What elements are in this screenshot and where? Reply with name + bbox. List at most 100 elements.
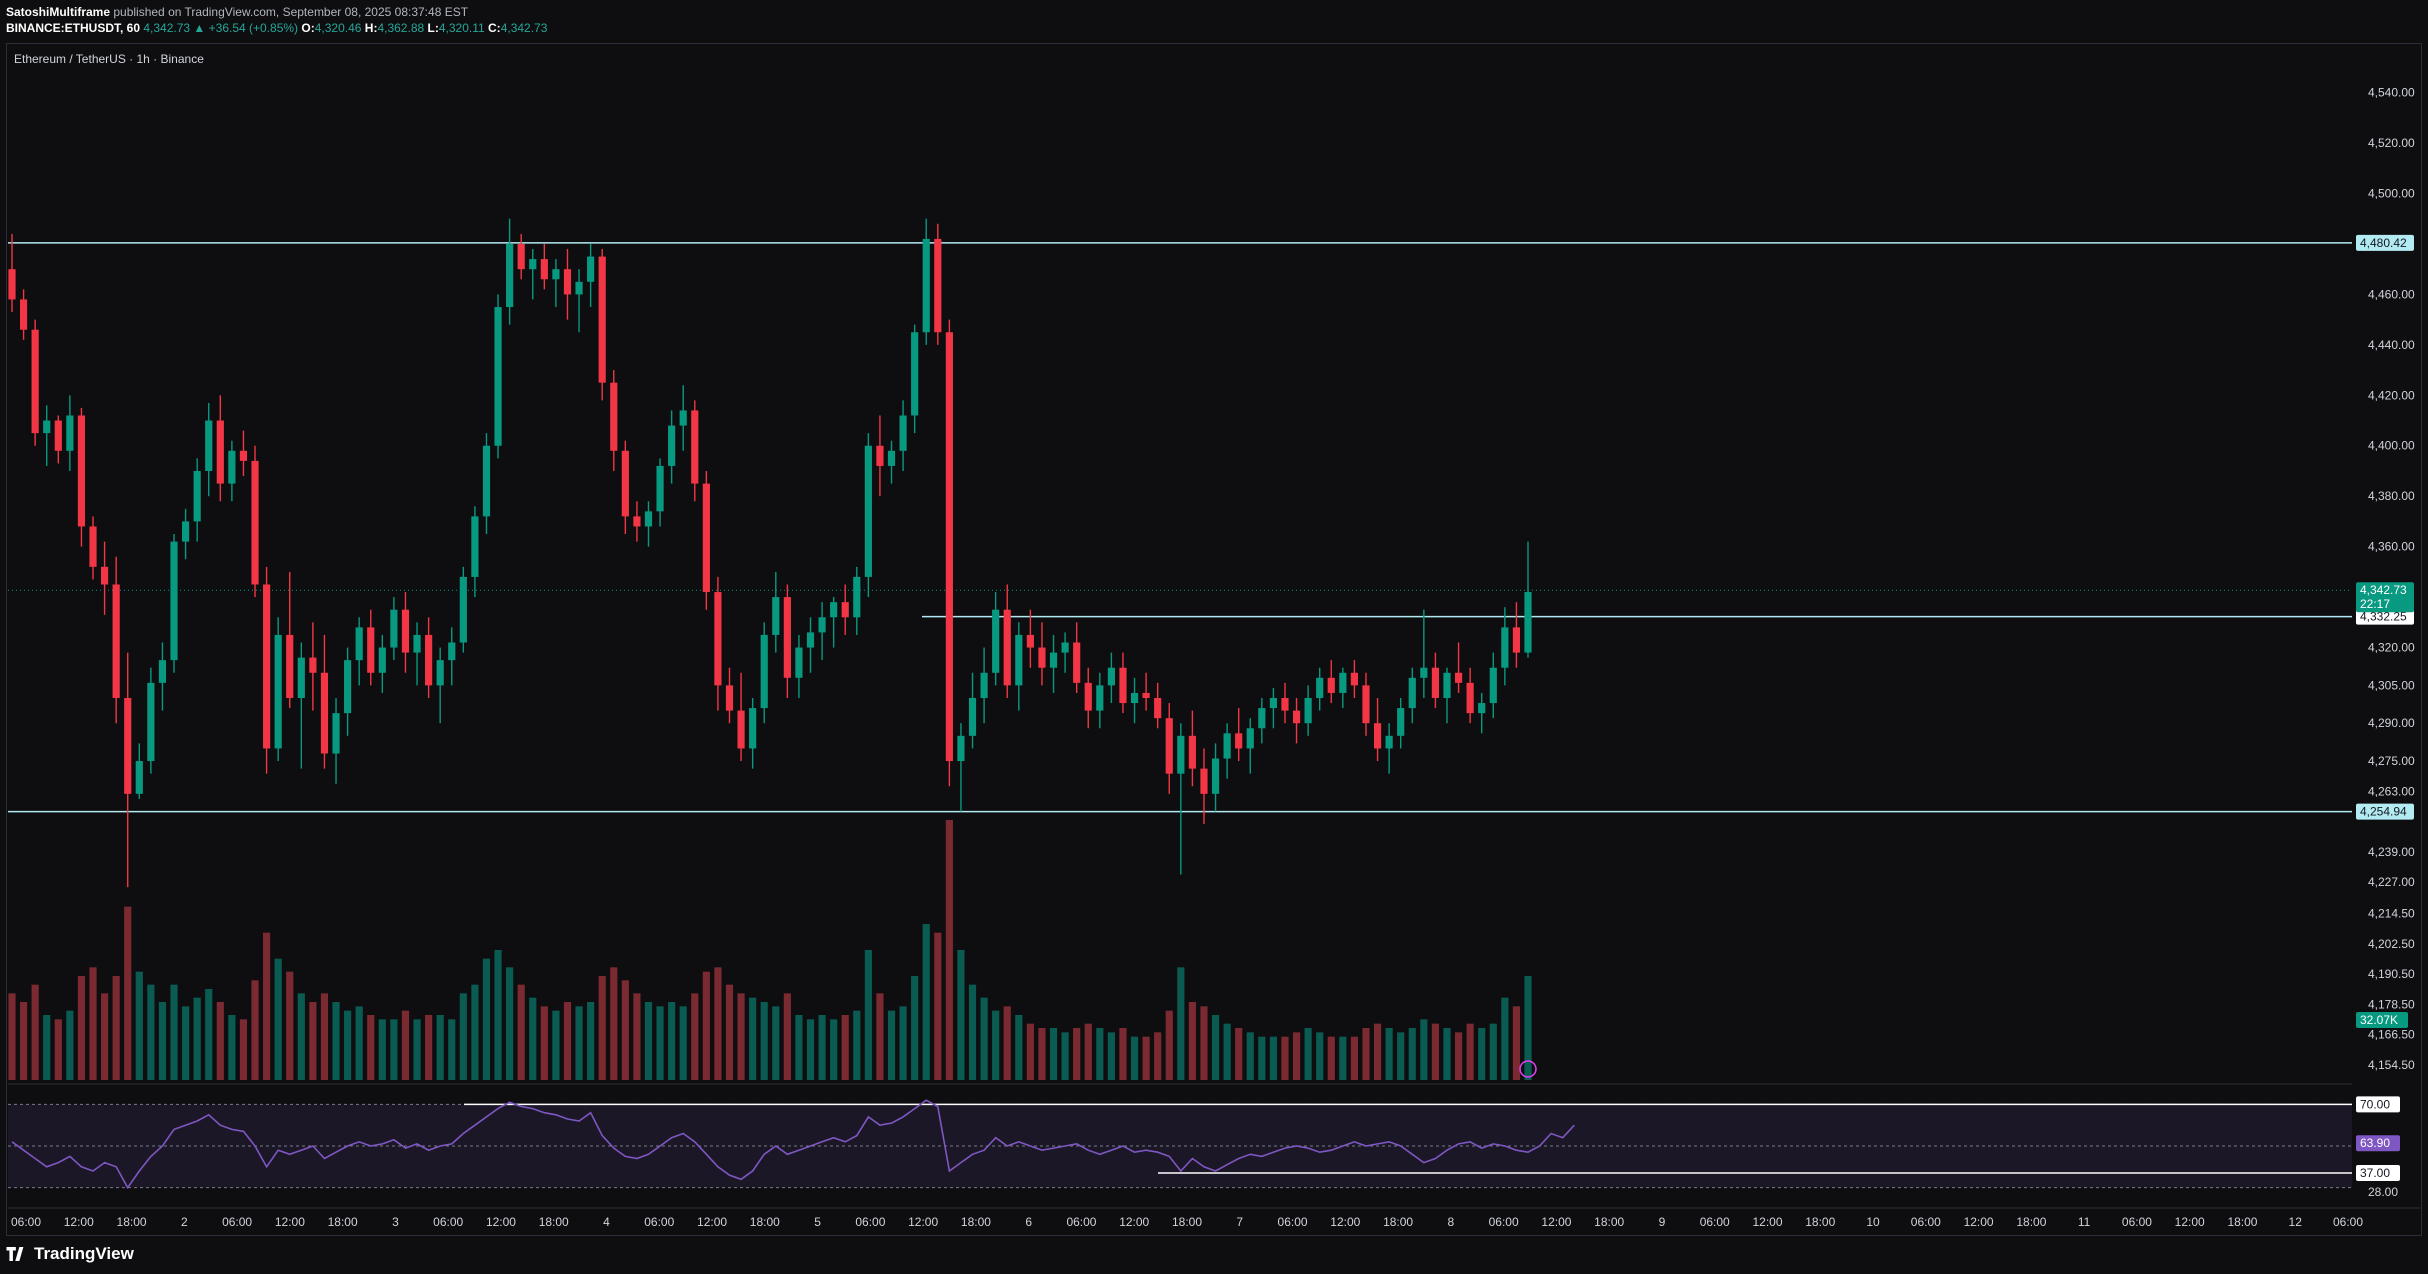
candle-body[interactable] <box>610 382 618 451</box>
candle-body[interactable] <box>309 657 317 673</box>
candle-body[interactable] <box>182 521 190 542</box>
candle-body[interactable] <box>1478 703 1486 714</box>
candle-body[interactable] <box>1431 667 1440 698</box>
candle-body[interactable] <box>124 697 132 794</box>
candle-body[interactable] <box>1119 667 1127 704</box>
candle-body[interactable] <box>911 332 919 416</box>
candle-body[interactable] <box>679 410 687 426</box>
candle-body[interactable] <box>864 445 872 577</box>
candle-body[interactable] <box>841 602 849 618</box>
candle-body[interactable] <box>934 238 942 333</box>
candle-body[interactable] <box>899 415 907 451</box>
candle-body[interactable] <box>806 632 815 648</box>
candle-body[interactable] <box>158 660 167 683</box>
candle-body[interactable] <box>783 597 791 678</box>
candle-body[interactable] <box>66 415 74 451</box>
candle-body[interactable] <box>1026 634 1034 648</box>
candle-body[interactable] <box>922 238 930 333</box>
candle-body[interactable] <box>540 259 548 280</box>
candle-body[interactable] <box>263 584 271 749</box>
candle-body[interactable] <box>320 672 329 754</box>
candle-body[interactable] <box>100 566 109 585</box>
candle-body[interactable] <box>1443 672 1451 698</box>
candle-body[interactable] <box>31 329 39 434</box>
candle-body[interactable] <box>494 307 502 446</box>
candle-body[interactable] <box>749 708 757 749</box>
candle-body[interactable] <box>355 627 363 661</box>
candle-body[interactable] <box>170 541 178 661</box>
candle-body[interactable] <box>1373 723 1382 749</box>
candle-body[interactable] <box>297 657 305 698</box>
candle-body[interactable] <box>147 682 155 762</box>
candle-body[interactable] <box>598 256 606 383</box>
chart-frame[interactable] <box>6 43 2422 1236</box>
candle-body[interactable] <box>575 281 583 295</box>
candle-body[interactable] <box>1397 708 1405 736</box>
candle-body[interactable] <box>980 672 988 698</box>
candle-body[interactable] <box>656 465 664 512</box>
candle-body[interactable] <box>737 710 745 749</box>
candle-body[interactable] <box>633 516 641 527</box>
candle-body[interactable] <box>1073 642 1081 683</box>
candle-body[interactable] <box>390 609 398 648</box>
candle-body[interactable] <box>1304 697 1312 724</box>
candle-body[interactable] <box>1385 735 1393 749</box>
candle-body[interactable] <box>1084 682 1092 711</box>
candle-body[interactable] <box>471 516 479 577</box>
candle-body[interactable] <box>436 660 444 686</box>
candle-body[interactable] <box>945 332 953 762</box>
candle-body[interactable] <box>1038 647 1046 668</box>
candle-body[interactable] <box>1524 592 1532 653</box>
candle-body[interactable] <box>425 634 433 686</box>
candle-body[interactable] <box>43 420 51 434</box>
candle-body[interactable] <box>89 526 97 567</box>
candle-body[interactable] <box>1177 735 1185 774</box>
candle-body[interactable] <box>193 470 201 522</box>
candle-body[interactable] <box>228 450 236 484</box>
candle-body[interactable] <box>668 425 676 466</box>
candle-body[interactable] <box>644 511 653 527</box>
candle-body[interactable] <box>1015 634 1023 686</box>
candle-body[interactable] <box>1339 672 1347 693</box>
candle-body[interactable] <box>968 697 977 736</box>
candle-body[interactable] <box>876 445 884 466</box>
candle-body[interactable] <box>1466 682 1474 714</box>
candle-body[interactable] <box>482 445 491 517</box>
candle-body[interactable] <box>1200 768 1208 794</box>
candle-body[interactable] <box>772 597 780 635</box>
candle-body[interactable] <box>887 450 896 466</box>
candle-body[interactable] <box>205 420 213 471</box>
candle-body[interactable] <box>1246 728 1254 749</box>
candle-body[interactable] <box>1316 677 1324 698</box>
candle-body[interactable] <box>286 634 294 698</box>
rsi-line[interactable] <box>11 1099 1575 1190</box>
candle-body[interactable] <box>1235 733 1243 749</box>
candle-body[interactable] <box>1362 685 1370 724</box>
candle-body[interactable] <box>135 761 143 794</box>
candle-body[interactable] <box>367 627 375 673</box>
candle-body[interactable] <box>54 420 62 451</box>
candle-body[interactable] <box>274 634 282 749</box>
candle-body[interactable] <box>1292 710 1301 724</box>
candle-body[interactable] <box>1258 708 1266 729</box>
candle-body[interactable] <box>1096 685 1104 711</box>
candle-body[interactable] <box>1489 667 1497 704</box>
candle-body[interactable] <box>552 269 560 280</box>
footer-brand[interactable]: TradingView <box>6 1244 134 1264</box>
candle-body[interactable] <box>1281 697 1289 711</box>
candle-body[interactable] <box>1142 692 1150 698</box>
candle-body[interactable] <box>459 576 467 643</box>
candle-body[interactable] <box>714 592 722 686</box>
candle-body[interactable] <box>216 420 224 484</box>
candle-body[interactable] <box>344 660 352 714</box>
candle-body[interactable] <box>691 410 699 484</box>
candle-body[interactable] <box>1049 652 1058 668</box>
candle-body[interactable] <box>1003 609 1011 686</box>
candle-body[interactable] <box>1211 758 1220 794</box>
candle-body[interactable] <box>8 269 16 300</box>
candle-body[interactable] <box>1223 733 1231 759</box>
candle-body[interactable] <box>1350 672 1358 686</box>
candle-body[interactable] <box>760 634 768 709</box>
candle-body[interactable] <box>239 450 248 461</box>
candle-body[interactable] <box>1154 697 1162 719</box>
